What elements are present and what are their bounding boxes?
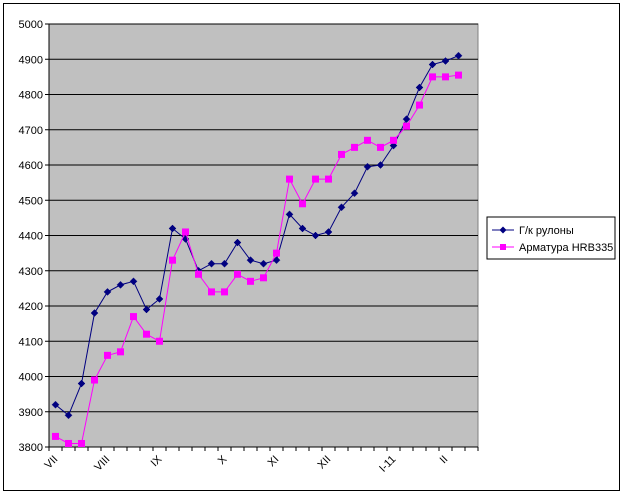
data-point (220, 259, 229, 268)
y-tick-label: 4000 (19, 372, 43, 384)
data-point (169, 256, 176, 264)
y-tick-label: 4600 (19, 160, 43, 172)
data-point (403, 122, 410, 130)
data-point (52, 432, 59, 440)
y-tick-label: 4500 (19, 195, 43, 207)
data-point (454, 51, 463, 60)
data-point (221, 288, 228, 296)
data-point (247, 277, 254, 285)
y-tick-label: 3800 (19, 442, 43, 454)
x-tick-label: VII (42, 453, 60, 471)
chart-frame: 3800 3900 4000 4100 4200 4300 4400 4500 4600 4700… (3, 3, 620, 491)
legend-box (486, 216, 616, 260)
data-point (130, 313, 137, 321)
y-tick-label: 3900 (19, 407, 43, 419)
data-point (51, 400, 60, 409)
legend-marker (500, 244, 506, 250)
y-tick-label: 4200 (19, 301, 43, 313)
data-point (103, 288, 112, 296)
data-point (155, 295, 164, 303)
legend-label: Г/к рулоны (519, 225, 574, 237)
data-point (416, 101, 423, 109)
data-point (208, 288, 215, 296)
data-point (429, 73, 436, 81)
data-point (259, 259, 268, 268)
series-2 (52, 71, 462, 447)
series-layer (51, 51, 463, 447)
data-point (65, 439, 72, 447)
data-point (299, 200, 306, 208)
x-tick-label: X (216, 453, 230, 467)
data-point (156, 337, 163, 345)
data-point (442, 73, 449, 81)
data-point (195, 270, 202, 278)
series-1 (51, 51, 463, 420)
y-tick-label: 4100 (19, 336, 43, 348)
y-tick-label: 4300 (19, 266, 43, 278)
data-point (428, 60, 437, 69)
data-point (260, 274, 267, 282)
data-point (104, 351, 111, 359)
data-point (312, 175, 319, 183)
data-point (78, 439, 85, 447)
gridlines (49, 23, 478, 413)
data-point (90, 309, 99, 317)
data-point (142, 305, 151, 314)
data-point (286, 175, 293, 183)
data-point (338, 150, 345, 158)
data-point (402, 115, 411, 124)
data-point (390, 136, 397, 144)
data-point (364, 136, 371, 144)
legend-item: Г/к рулоны (492, 225, 574, 237)
data-point (441, 57, 450, 65)
legend: Г/к рулоны Арматура HRB335 (486, 216, 616, 260)
x-tick-label: XII (315, 453, 333, 471)
data-point (376, 161, 385, 169)
data-point (143, 330, 150, 338)
data-point (272, 256, 281, 265)
y-tick-label: 5000 (19, 19, 43, 31)
data-point (207, 259, 216, 268)
data-point (182, 228, 189, 236)
data-point (298, 224, 307, 233)
x-tick-label: VIII (92, 453, 112, 473)
data-point (415, 83, 424, 92)
data-point (273, 249, 280, 257)
data-point (233, 238, 242, 247)
data-point (325, 175, 332, 183)
data-point (246, 256, 255, 265)
y-tick-label: 4700 (19, 125, 43, 137)
data-point (91, 376, 98, 384)
x-axis: VII VIII IX X XI XII I-11 II (42, 446, 479, 475)
data-point (117, 348, 124, 356)
x-tick-label: I-11 (377, 453, 398, 474)
data-point (455, 71, 462, 79)
data-point (64, 411, 73, 420)
data-point (116, 280, 125, 289)
data-point (350, 189, 359, 198)
data-point (389, 141, 398, 150)
data-point (234, 270, 241, 278)
x-tick-label: IX (149, 453, 165, 469)
y-tick-label: 4400 (19, 231, 43, 243)
legend-marker (499, 226, 507, 234)
data-point (168, 224, 177, 233)
data-point (311, 231, 320, 240)
y-tick-label: 4900 (19, 54, 43, 66)
data-point (285, 210, 294, 219)
data-point (324, 228, 333, 236)
data-point (377, 143, 384, 151)
legend-label: Арматура HRB335 (519, 242, 613, 254)
data-point (129, 277, 138, 286)
data-point (337, 203, 346, 212)
x-tick-label: XI (266, 453, 282, 469)
y-tick-label: 4800 (19, 90, 43, 102)
x-tick-label: II (438, 453, 451, 466)
y-axis: 3800 3900 4000 4100 4200 4300 4400 4500 4600 4700… (19, 19, 50, 454)
data-point (351, 143, 358, 151)
legend-item: Арматура HRB335 (492, 242, 613, 254)
line-chart: 3800 3900 4000 4100 4200 4300 4400 4500 4600 4700… (19, 19, 616, 475)
data-point (363, 162, 372, 171)
data-point (77, 379, 86, 388)
